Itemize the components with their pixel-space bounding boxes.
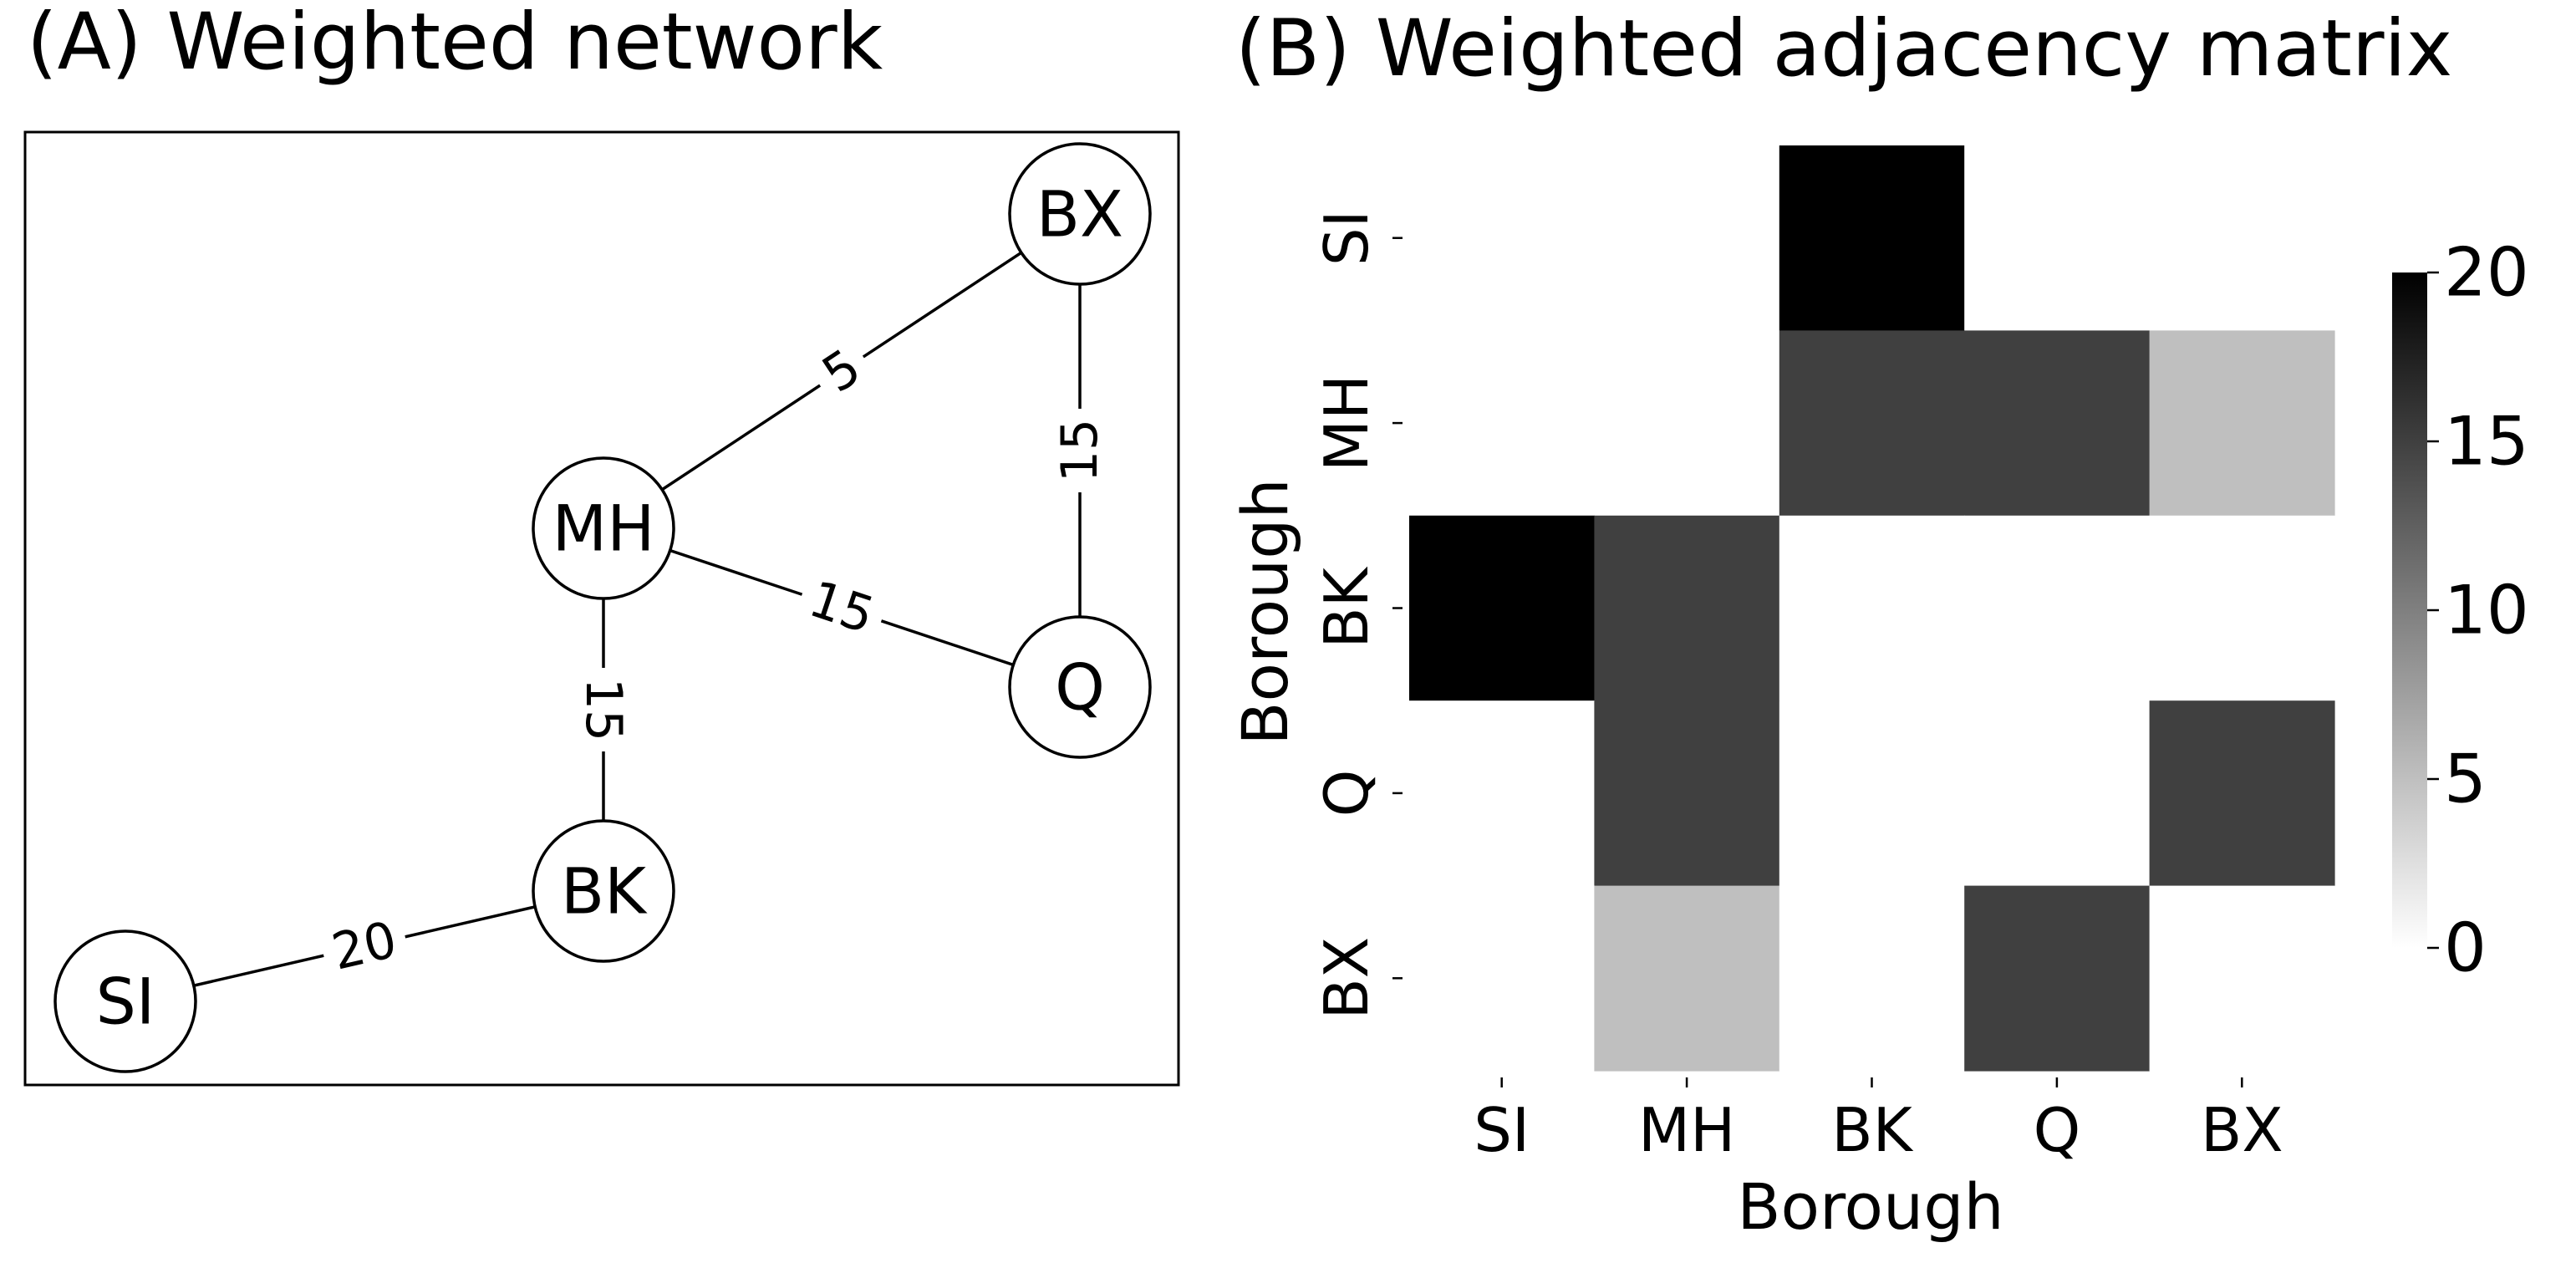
cell-bx-q xyxy=(1964,885,2151,1072)
node-label-si: SI xyxy=(96,965,155,1039)
edge-label-group-si-bk: 20 xyxy=(316,904,413,989)
heatmap-x-axis-label: Borough xyxy=(1737,1169,2003,1244)
cell-si-q xyxy=(1964,145,2151,331)
colorbar-tick-label-15: 15 xyxy=(2444,403,2529,481)
edge-label-group-mh-bx: 5 xyxy=(802,328,882,414)
colorbar-gradient xyxy=(2392,272,2427,948)
network-nodes: SI MH BK Q BX xyxy=(53,142,1152,1073)
colorbar-tick-label-20: 20 xyxy=(2444,234,2529,312)
heatmap-title: (B) Weighted adjacency matrix xyxy=(1235,3,2452,94)
edge-label-bg-mh-bk xyxy=(570,668,637,751)
x-tick-label-mh: MH xyxy=(1638,1095,1735,1165)
cell-mh-si xyxy=(1409,330,1595,517)
node-mh xyxy=(532,456,675,600)
cell-bk-bk xyxy=(1779,515,1965,701)
node-bx xyxy=(1008,142,1152,286)
x-tick-label-bx: BX xyxy=(2201,1095,2283,1165)
colorbar-tick-label-10: 10 xyxy=(2444,572,2529,649)
edge-label-group-mh-q: 15 xyxy=(791,563,893,653)
y-tick-label-q: Q xyxy=(1311,770,1382,817)
x-tick-label-si: SI xyxy=(1474,1095,1530,1165)
cell-bk-mh xyxy=(1594,515,1780,701)
cell-q-si xyxy=(1409,700,1595,887)
colorbar-tick-label-5: 5 xyxy=(2444,741,2487,818)
cell-bx-bk xyxy=(1779,885,1965,1072)
y-tick-label-si: SI xyxy=(1311,210,1382,266)
cell-si-si xyxy=(1409,145,1595,331)
edge-weight-label-mh-bk: 15 xyxy=(574,678,633,741)
y-tick-label-mh: MH xyxy=(1311,374,1382,471)
x-tick-label-bk: BK xyxy=(1831,1095,1913,1165)
node-si xyxy=(53,929,197,1073)
y-tick-label-bk: BK xyxy=(1311,566,1382,648)
y-tick-label-bx: BX xyxy=(1311,937,1382,1020)
heatmap-y-ticks: SI MH BK Q BX xyxy=(1311,210,1403,1020)
edge-label-bg-mh-bx xyxy=(802,328,882,414)
network-panel: (A) Weighted network 20 15 15 5 15 SI MH BK Q BX xyxy=(23,0,1180,1087)
edge-weight-label-si-bk: 20 xyxy=(327,910,402,981)
cell-si-mh xyxy=(1594,145,1780,331)
edge-label-bg-mh-q xyxy=(791,563,893,653)
cell-bk-si xyxy=(1409,515,1595,701)
cell-si-bk xyxy=(1779,145,1965,331)
cell-bx-mh xyxy=(1594,885,1780,1072)
heatmap-y-axis-label: Borough xyxy=(1228,478,1302,745)
node-label-q: Q xyxy=(1055,650,1105,725)
edge-label-bg-q-bx xyxy=(1046,409,1113,492)
cell-bk-bx xyxy=(2149,515,2335,701)
network-frame xyxy=(23,130,1180,1087)
colorbar-tick-label-0: 0 xyxy=(2444,909,2487,987)
heatmap-cells xyxy=(1409,145,2335,1072)
node-q xyxy=(1008,615,1152,759)
node-label-mh: MH xyxy=(552,491,655,566)
cell-mh-bk xyxy=(1779,330,1965,517)
cell-mh-mh xyxy=(1594,330,1780,517)
cell-bk-q xyxy=(1964,515,2151,701)
x-tick-label-q: Q xyxy=(2034,1095,2081,1165)
cell-q-q xyxy=(1964,700,2151,887)
cell-q-bk xyxy=(1779,700,1965,887)
node-label-bk: BK xyxy=(561,854,648,929)
network-edges: 20 15 15 5 15 xyxy=(125,212,1113,1003)
cell-bx-si xyxy=(1409,885,1595,1072)
colorbar: 0 5 10 15 20 xyxy=(2392,234,2529,987)
edge-weight-label-q-bx: 15 xyxy=(1051,419,1109,482)
node-label-bx: BX xyxy=(1036,177,1123,252)
heatmap-x-ticks: SI MH BK Q BX xyxy=(1474,1077,2283,1165)
edge-label-group-mh-bk: 15 xyxy=(570,668,637,751)
cell-mh-q xyxy=(1964,330,2151,517)
edge-label-bg-si-bk xyxy=(316,904,413,989)
heatmap-panel: (B) Weighted adjacency matrix SI MH BK Q BX … xyxy=(1228,3,2529,1244)
cell-si-bx xyxy=(2149,145,2335,331)
cell-bx-bx xyxy=(2149,885,2335,1072)
cell-q-bx xyxy=(2149,700,2335,887)
cell-q-mh xyxy=(1594,700,1780,887)
node-bk xyxy=(532,819,675,963)
network-title: (A) Weighted network xyxy=(27,0,883,88)
cell-mh-bx xyxy=(2149,330,2335,517)
edge-label-group-q-bx: 15 xyxy=(1046,409,1113,492)
